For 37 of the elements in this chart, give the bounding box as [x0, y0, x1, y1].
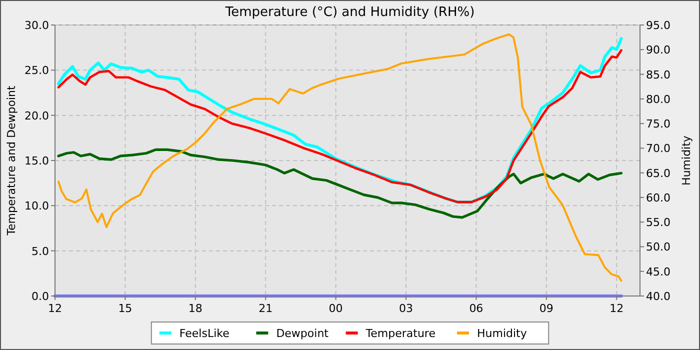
y2-tick-label: 65.0 — [646, 166, 670, 180]
y2-tick-label: 80.0 — [646, 92, 670, 106]
x-tick-label: 18 — [188, 302, 202, 315]
y-tick-label: 5.0 — [32, 244, 49, 258]
x-tick-label: 00 — [328, 302, 343, 315]
y-tick-label: 30.0 — [24, 19, 49, 32]
y-tick-label: 25.0 — [24, 64, 49, 78]
y-tick-label: 10.0 — [24, 200, 49, 213]
y2-tick-label: 45.0 — [646, 265, 670, 278]
legend-label: FeelsLike — [179, 327, 230, 340]
y2-tick-label: 40.0 — [646, 290, 670, 303]
y2-tick-label: 95.0 — [646, 19, 670, 32]
y2-tick-label: 50.0 — [646, 240, 670, 254]
y2-tick-label: 60.0 — [646, 191, 670, 204]
y2-tick-label: 75.0 — [646, 118, 670, 131]
x-tick-label: 06 — [469, 302, 484, 315]
line-series — [58, 33, 622, 282]
line-series — [57, 148, 623, 219]
x-tick-label: 12 — [610, 302, 624, 315]
x-tick-label: 12 — [48, 302, 62, 315]
y-axis-title: Temperature and Dewpoint — [5, 84, 18, 236]
x-tick-label: 21 — [258, 302, 273, 315]
y-tick-label: 0.0 — [32, 290, 49, 303]
y-tick-label: 15.0 — [24, 154, 49, 168]
y2-tick-label: 70.0 — [646, 142, 670, 156]
legend-label: Dewpoint — [276, 327, 330, 340]
y-tick-label: 20.0 — [24, 109, 49, 122]
legend-label: Temperature — [364, 327, 436, 340]
x-tick-label: 09 — [539, 302, 554, 315]
y2-tick-label: 85.0 — [646, 68, 670, 82]
legend-label: Humidity — [477, 327, 528, 340]
chart-title: Temperature (°C) and Humidity (RH%) — [224, 5, 475, 20]
y2-axis-title: Humidity — [680, 135, 693, 186]
x-tick-label: 15 — [118, 302, 132, 315]
x-tick-label: 03 — [399, 302, 413, 315]
y2-tick-label: 55.0 — [646, 216, 670, 230]
y2-tick-label: 90.0 — [646, 44, 670, 57]
